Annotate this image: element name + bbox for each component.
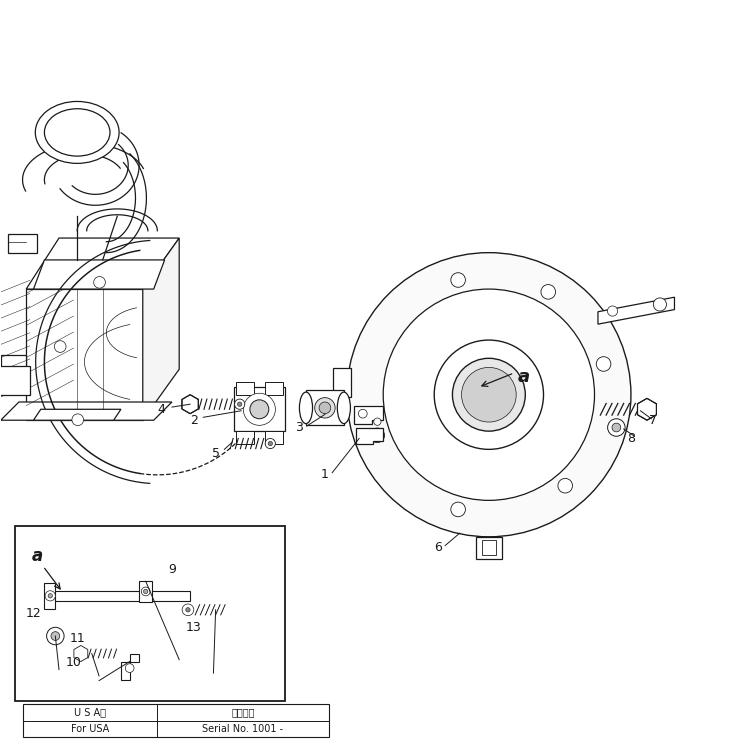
Polygon shape	[143, 238, 179, 420]
Circle shape	[370, 428, 385, 443]
Circle shape	[234, 399, 245, 410]
Circle shape	[434, 340, 544, 450]
Circle shape	[461, 367, 516, 422]
Polygon shape	[234, 388, 285, 431]
Polygon shape	[482, 541, 496, 555]
Polygon shape	[333, 367, 351, 397]
Text: 13: 13	[186, 621, 201, 634]
Bar	[236, 382, 253, 395]
Circle shape	[45, 590, 55, 601]
Text: 適用号機: 適用号機	[231, 708, 255, 718]
Text: 11: 11	[69, 633, 85, 645]
Circle shape	[142, 587, 150, 596]
Polygon shape	[354, 406, 383, 424]
Text: 5: 5	[212, 447, 220, 459]
Circle shape	[315, 398, 335, 418]
Text: 9: 9	[168, 563, 176, 576]
Text: 12: 12	[26, 607, 42, 620]
Circle shape	[596, 357, 611, 371]
Circle shape	[51, 632, 60, 640]
Text: 7: 7	[649, 413, 657, 427]
Text: Serial No. 1001 -: Serial No. 1001 -	[202, 724, 283, 734]
Circle shape	[47, 627, 64, 645]
Circle shape	[182, 604, 193, 616]
Circle shape	[250, 400, 269, 419]
Polygon shape	[34, 410, 121, 420]
Ellipse shape	[45, 108, 110, 156]
Circle shape	[374, 418, 381, 425]
Polygon shape	[34, 260, 165, 289]
Polygon shape	[182, 395, 199, 413]
Circle shape	[383, 289, 594, 500]
Ellipse shape	[35, 102, 119, 163]
Ellipse shape	[299, 392, 312, 424]
Circle shape	[93, 276, 105, 288]
Circle shape	[451, 273, 466, 288]
Ellipse shape	[337, 392, 350, 424]
Bar	[265, 382, 283, 395]
Bar	[265, 431, 283, 444]
Bar	[23, 704, 328, 737]
Polygon shape	[26, 289, 143, 420]
Polygon shape	[139, 581, 153, 602]
Circle shape	[265, 438, 275, 449]
Polygon shape	[598, 297, 675, 324]
Text: 6: 6	[434, 541, 442, 554]
Bar	[236, 431, 253, 444]
Circle shape	[612, 423, 620, 432]
Circle shape	[126, 663, 134, 672]
Circle shape	[558, 478, 572, 493]
Circle shape	[607, 306, 618, 316]
Circle shape	[237, 402, 242, 407]
Circle shape	[358, 410, 367, 418]
Polygon shape	[476, 537, 502, 559]
Circle shape	[54, 340, 66, 352]
Text: 8: 8	[627, 432, 635, 445]
Circle shape	[48, 593, 53, 598]
Text: a: a	[31, 547, 42, 565]
Circle shape	[607, 419, 625, 436]
Text: For USA: For USA	[71, 724, 109, 734]
Polygon shape	[74, 645, 88, 662]
Circle shape	[268, 441, 272, 446]
Circle shape	[347, 253, 631, 537]
Circle shape	[144, 590, 148, 593]
Circle shape	[243, 393, 275, 425]
Text: 10: 10	[66, 656, 82, 669]
Circle shape	[453, 358, 526, 431]
Text: 1: 1	[321, 468, 328, 481]
Polygon shape	[121, 654, 139, 680]
Polygon shape	[55, 590, 190, 601]
Bar	[306, 390, 344, 425]
Bar	[8, 234, 37, 253]
Text: a: a	[518, 367, 530, 386]
Circle shape	[319, 402, 331, 413]
Text: U S A用: U S A用	[74, 708, 106, 718]
Text: 4: 4	[157, 403, 165, 416]
Polygon shape	[1, 355, 26, 391]
Polygon shape	[26, 238, 179, 289]
Text: 2: 2	[190, 413, 198, 427]
Circle shape	[185, 608, 190, 612]
Polygon shape	[45, 583, 55, 609]
Circle shape	[451, 502, 466, 517]
Circle shape	[653, 298, 666, 311]
Bar	[15, 526, 285, 701]
Polygon shape	[637, 398, 656, 420]
Polygon shape	[1, 402, 172, 420]
Text: 3: 3	[296, 421, 304, 434]
Circle shape	[72, 414, 84, 425]
Circle shape	[541, 285, 556, 299]
Polygon shape	[0, 365, 30, 395]
Polygon shape	[356, 428, 383, 444]
